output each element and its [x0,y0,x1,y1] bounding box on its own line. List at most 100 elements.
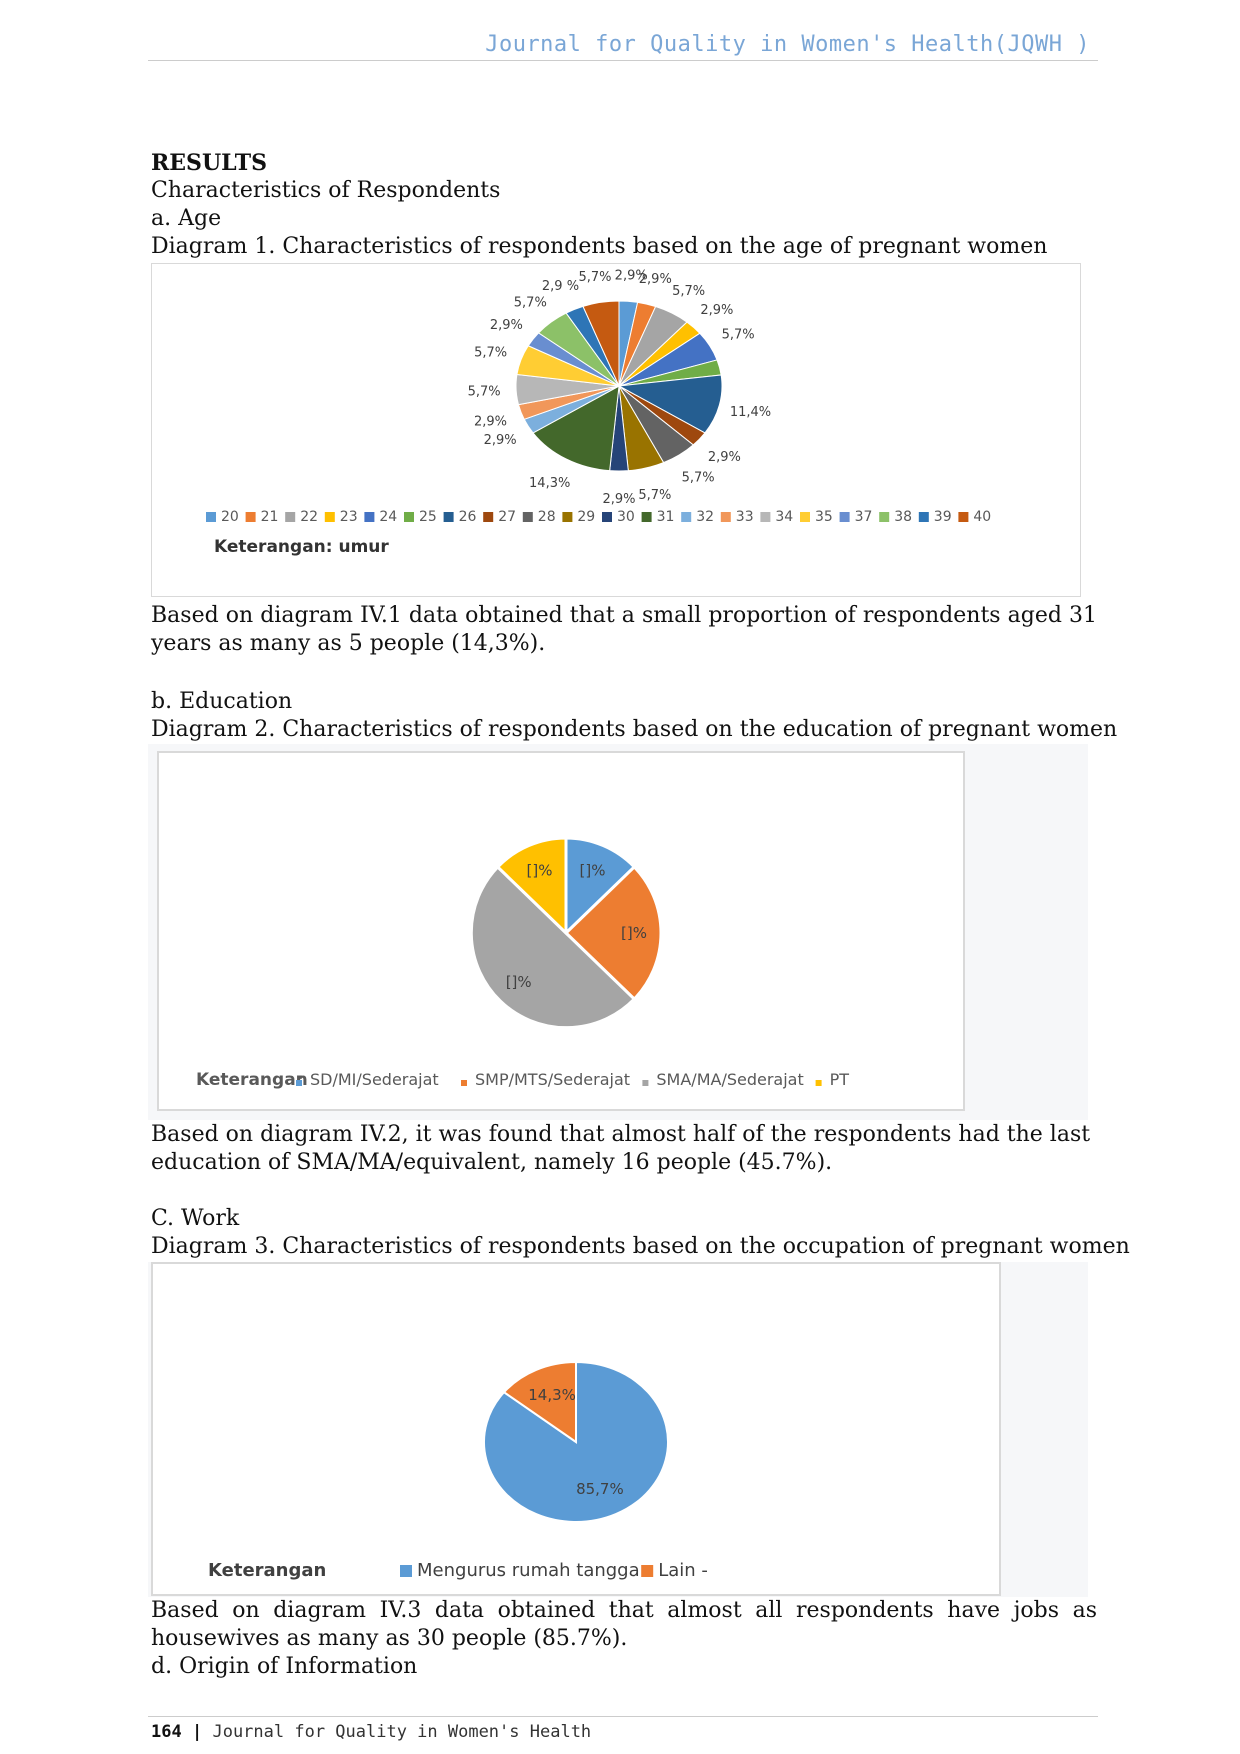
work-slice-lain- [502,1360,577,1444]
age-data-label: 2,9 % [542,279,579,294]
footer-rule [148,1716,1098,1717]
education-legend-swatch [642,1080,649,1086]
age-legend-label: 35 [815,509,833,525]
age-legend-label: 40 [973,509,991,525]
age-legend-swatch [720,512,731,522]
age-data-label: 5,7% [722,327,755,342]
age-data-label: 5,7% [468,385,501,400]
age-data-label: 2,9% [490,318,523,333]
section-subheading: Characteristics of Respondents [151,178,501,203]
education-slice-sma-ma-sederajat [469,864,637,1030]
diagram-2-caption: Diagram 2. Characteristics of respondent… [151,717,1118,742]
header-rule [148,60,1098,61]
age-legend-swatch [364,512,375,522]
footer-separator: | [191,1722,203,1742]
age-legend-swatch [839,512,850,522]
age-result-text: Based on diagram IV.1 data obtained that… [151,603,1097,656]
work-result-text: Based on diagram IV.3 data obtained that… [151,1598,1097,1651]
age-data-label: 2,9% [700,303,733,318]
age-legend-label: 30 [617,509,635,525]
education-slice-sd-mi-sederajat [564,836,637,937]
age-legend-swatch [918,512,929,522]
age-legend-label: 23 [340,509,358,525]
education-chart-svg: []%[]%[]%[]% Keterangan : SD/MI/Sederaja… [157,751,965,1111]
work-data-label: 85,7% [576,1480,624,1498]
age-data-label: 5,7% [682,471,715,486]
age-legend-title: Keterangan: umur [214,537,389,557]
age-legend-swatch [760,512,771,522]
age-slice-40 [582,300,620,387]
age-chart-svg: 2,9%2,9%5,7%2,9%5,7%11,4%2,9%5,7%5,7%2,9… [151,263,1081,597]
age-legend-label: 27 [498,509,516,525]
education-result-text: Based on diagram IV.2, it was found that… [151,1122,1091,1175]
age-legend-label: 28 [538,509,556,525]
age-legend-label: 34 [775,509,793,525]
work-legend-swatch [641,1565,654,1577]
running-header: Journal for Quality in Women's Health(JQ… [485,32,1090,57]
age-legend-label: 22 [300,509,318,525]
education-chart: []%[]%[]%[]% Keterangan : SD/MI/Sederaja… [148,744,1088,1120]
age-legend-swatch [206,512,216,522]
work-chart: 85,7% 14,3% Keterangan Mengurus rumah tan… [148,1262,1088,1597]
age-legend-swatch [800,512,810,522]
age-legend-swatch [285,512,296,522]
age-data-label: 11,4% [730,405,771,420]
age-slice-26 [617,374,723,434]
education-data-label: []% [621,924,647,942]
education-legend-label: SMP/MTS/Sederajat [475,1070,630,1089]
education-slice-pt [495,836,568,937]
age-legend-label: 39 [934,509,952,525]
work-label: C. Work [151,1206,240,1231]
education-data-label: []% [527,861,553,879]
education-slice-smp-mts-sederajat [563,864,663,1002]
education-data-label: []% [580,861,606,879]
age-legend-swatch [522,512,533,522]
work-legend-label: Lain - [658,1560,708,1581]
results-heading: RESULTS [151,150,268,176]
page-footer: 164 | Journal for Quality in Women's Hea… [151,1722,591,1742]
page-number: 164 [151,1722,182,1742]
age-chart: 2,9% 2,9% 5,7% 2,9% 5,7% 11,4% 2,9% 5,7% 5,7% 2,9… [151,263,1081,597]
education-legend-label: PT [830,1070,850,1089]
education-legend-swatch [815,1080,822,1086]
education-legend-swatch [296,1080,302,1086]
education-legend-swatch [461,1080,467,1086]
age-legend-label: 20 [221,509,239,525]
age-data-label: 2,9% [639,272,672,287]
age-legend-swatch [602,512,612,522]
age-legend-swatch [681,512,692,522]
age-legend-label: 38 [894,509,912,525]
age-data-label: 14,3% [529,476,570,491]
education-legend-label: SD/MI/Sederajat [310,1070,439,1089]
age-legend-swatch [879,512,890,522]
education-legend-title: Keterangan [196,1070,308,1090]
education-label: b. Education [151,689,293,714]
work-legend-swatch [400,1565,412,1577]
age-legend-label: 24 [379,509,397,525]
age-legend-label: 25 [419,509,437,525]
age-legend-swatch [324,512,335,522]
work-data-label: 14,3% [528,1386,576,1404]
work-legend-label: Mengurus rumah tangga [417,1560,640,1581]
age-data-label: 2,9% [708,450,741,465]
age-legend-label: 29 [577,509,595,525]
education-legend-label: SMA/MA/Sederajat [656,1070,803,1089]
age-data-label: 2,9% [474,414,507,429]
age-legend-label: 31 [657,509,675,525]
age-legend-swatch [483,512,494,522]
age-legend-swatch [958,512,969,522]
age-legend-label: 32 [696,509,714,525]
age-data-label: 5,7% [672,284,705,299]
age-data-label: 5,7% [514,296,547,311]
age-legend-swatch [562,512,573,522]
age-data-label: 5,7% [474,345,507,360]
age-data-label: 5,7% [638,488,671,503]
age-legend-swatch [641,512,652,522]
age-data-label: 2,9% [602,492,635,507]
age-legend-swatch [443,512,454,522]
age-legend-label: 21 [261,509,279,525]
work-legend-title: Keterangan [208,1560,326,1581]
age-legend-swatch [404,512,414,522]
age-data-label: 5,7% [578,270,611,285]
age-slice-31 [532,385,620,472]
